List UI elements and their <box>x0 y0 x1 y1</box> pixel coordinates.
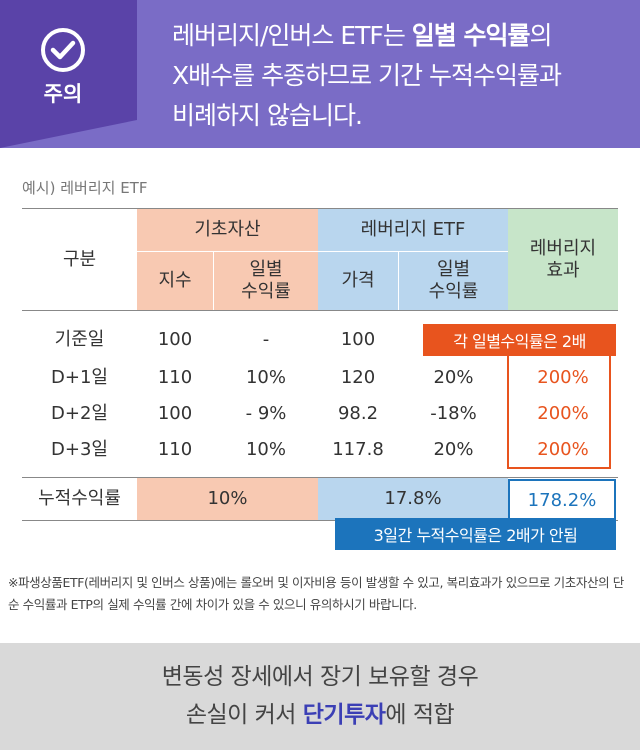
cumulative-not-2x-callout: 3일간 누적수익률은 2배가 안됨 <box>335 518 616 550</box>
row-index: 110 <box>157 367 193 388</box>
summary-line-1: 변동성 장세에서 장기 보유할 경우 <box>161 664 479 690</box>
header-price: 가격 <box>318 252 398 310</box>
cumulative-etf: 17.8% <box>318 478 508 520</box>
cumulative-base: 10% <box>137 478 318 520</box>
daily-2x-callout: 각 일별수익률은 2배 <box>423 324 616 356</box>
caution-badge: 주의 <box>0 0 137 148</box>
row-effect: 200% <box>537 403 589 424</box>
row-index: 100 <box>157 403 193 424</box>
row-index-return: - <box>262 329 270 350</box>
row-index-return: - 9% <box>245 403 287 424</box>
cumulative-effect: 178.2% <box>508 479 616 521</box>
daily-effect-highlight-box <box>507 353 611 469</box>
header-leverage-effect: 레버리지 효과 <box>508 209 618 310</box>
row-price-return: -18% <box>430 403 477 424</box>
caution-header: 주의 레버리지/인버스 ETF는 일별 수익률의 X배수를 추종하므로 기간 누… <box>0 0 640 148</box>
headline-line-1: 레버리지/인버스 ETF는 일별 수익률의 <box>172 21 553 50</box>
headline-line-2: X배수를 추종하므로 기간 누적수익률과 <box>172 61 562 90</box>
row-index: 100 <box>157 329 193 350</box>
header-divider <box>137 251 508 252</box>
header-index: 지수 <box>137 252 213 310</box>
cumulative-top-rule <box>22 477 618 478</box>
row-price: 98.2 <box>337 403 379 424</box>
row-label: 기준일 <box>54 329 105 350</box>
header-daily-return-base: 일별 수익률 <box>214 252 318 310</box>
summary-highlight: 단기투자 <box>302 702 386 728</box>
headline-line-3: 비례하지 않습니다. <box>172 101 363 130</box>
caution-headline: 레버리지/인버스 ETF는 일별 수익률의 X배수를 추종하므로 기간 누적수익… <box>172 16 632 136</box>
summary-line-2: 손실이 커서 단기투자에 적합 <box>185 702 455 728</box>
header-base-asset: 기초자산 <box>137 209 318 251</box>
header-bottom-rule <box>22 310 618 311</box>
row-price: 120 <box>340 367 376 388</box>
table-top-rule <box>22 208 618 209</box>
cumulative-label: 누적수익률 <box>38 488 121 509</box>
header-leveraged-etf: 레버리지 ETF <box>318 209 508 251</box>
caution-label: 주의 <box>43 82 83 106</box>
row-label: D+2일 <box>51 403 108 424</box>
row-index: 110 <box>157 439 193 460</box>
headline-emphasis: 일별 수익률 <box>411 21 531 50</box>
row-label: D+1일 <box>51 367 108 388</box>
row-price-return: 20% <box>433 367 474 388</box>
row-effect: 200% <box>537 367 589 388</box>
row-index-return: 10% <box>245 367 286 388</box>
header-divider <box>398 252 399 310</box>
row-price-return: 20% <box>433 439 474 460</box>
summary-footer: 변동성 장세에서 장기 보유할 경우 손실이 커서 단기투자에 적합 <box>0 643 640 750</box>
table-bottom-rule <box>22 520 618 521</box>
example-label: 예시) 레버리지 ETF <box>22 179 148 197</box>
row-price: 100 <box>340 329 376 350</box>
row-index-return: 10% <box>245 439 286 460</box>
row-effect: 200% <box>537 439 589 460</box>
check-circle-icon <box>41 28 85 72</box>
row-label: D+3일 <box>51 439 108 460</box>
header-daily-return-etf: 일별 수익률 <box>399 252 508 310</box>
disclaimer-footnote: ※파생상품ETF(레버리지 및 인버스 상품)에는 롤오버 및 이자비용 등이 … <box>8 575 624 612</box>
header-divider <box>213 252 214 310</box>
row-price: 117.8 <box>332 439 384 460</box>
header-category: 구분 <box>62 248 97 270</box>
